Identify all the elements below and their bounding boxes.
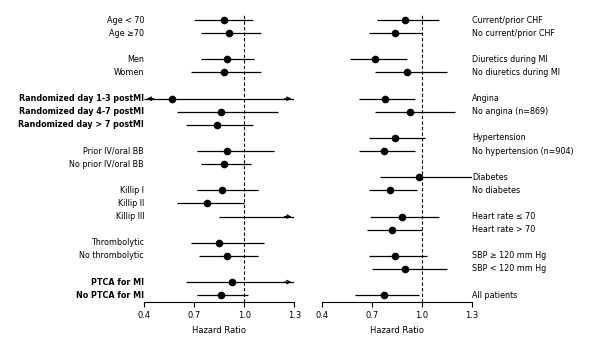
Text: Prior IV/oral BB: Prior IV/oral BB <box>83 146 144 156</box>
Text: Randomized day 1-3 postMI: Randomized day 1-3 postMI <box>19 94 144 103</box>
X-axis label: Hazard Ratio: Hazard Ratio <box>192 326 246 335</box>
Text: No diabetes: No diabetes <box>472 186 520 195</box>
Text: No current/prior CHF: No current/prior CHF <box>472 29 555 38</box>
Text: Angina: Angina <box>472 94 500 103</box>
Text: No prior IV/oral BB: No prior IV/oral BB <box>69 160 144 169</box>
X-axis label: Hazard Ratio: Hazard Ratio <box>370 326 424 335</box>
Text: No thrombolytic: No thrombolytic <box>79 251 144 260</box>
Text: Randomized day > 7 postMI: Randomized day > 7 postMI <box>18 120 144 129</box>
Text: SBP ≥ 120 mm Hg: SBP ≥ 120 mm Hg <box>472 251 546 260</box>
Text: No hypertension (n=904): No hypertension (n=904) <box>472 146 574 156</box>
Text: Randomized day 4-7 postMI: Randomized day 4-7 postMI <box>19 107 144 116</box>
Text: Hypertension: Hypertension <box>472 134 525 142</box>
Text: Thrombolytic: Thrombolytic <box>91 238 144 247</box>
Text: Killip III: Killip III <box>116 212 144 221</box>
Text: All patients: All patients <box>472 291 517 300</box>
Text: Age < 70: Age < 70 <box>107 16 144 25</box>
Text: Age ≥70: Age ≥70 <box>109 29 144 38</box>
Text: Heart rate > 70: Heart rate > 70 <box>472 225 535 234</box>
Text: No angina (n=869): No angina (n=869) <box>472 107 548 116</box>
Text: Heart rate ≤ 70: Heart rate ≤ 70 <box>472 212 535 221</box>
Text: Women: Women <box>113 68 144 77</box>
Text: SBP < 120 mm Hg: SBP < 120 mm Hg <box>472 264 546 274</box>
Text: No PTCA for MI: No PTCA for MI <box>76 291 144 300</box>
Text: Diabetes: Diabetes <box>472 173 508 182</box>
Text: PTCA for MI: PTCA for MI <box>91 278 144 286</box>
Text: Current/prior CHF: Current/prior CHF <box>472 16 543 25</box>
Text: Diuretics during MI: Diuretics during MI <box>472 55 547 64</box>
Text: Men: Men <box>127 55 144 64</box>
Text: Killip I: Killip I <box>120 186 144 195</box>
Text: No diuretics during MI: No diuretics during MI <box>472 68 560 77</box>
Text: Killip II: Killip II <box>118 199 144 208</box>
